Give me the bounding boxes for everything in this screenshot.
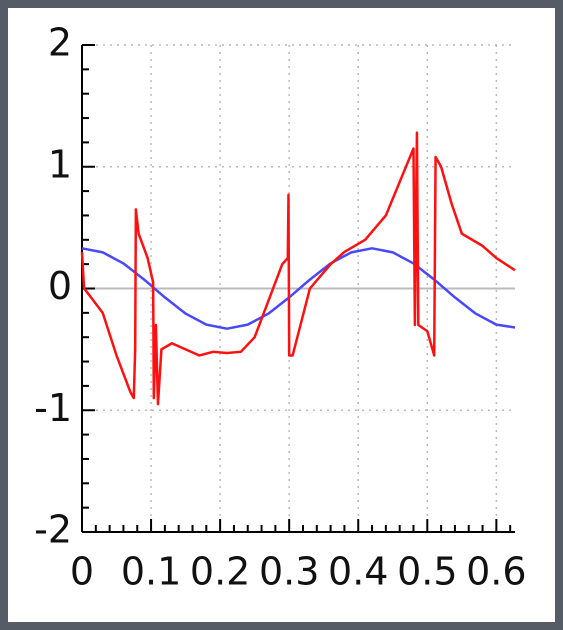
x-tick-label: 0 [70, 550, 94, 594]
y-tick-label: 1 [48, 142, 72, 186]
plot-background [8, 8, 555, 622]
y-tick-label: -2 [34, 508, 72, 552]
x-tick-label: 0.2 [190, 550, 250, 594]
y-tick-label: 0 [48, 264, 72, 308]
y-tick-label: 2 [48, 21, 72, 65]
y-tick-label: -1 [34, 386, 72, 430]
series-line [81, 247, 516, 330]
x-tick-label: 0.1 [121, 550, 181, 594]
x-tick-label: 0.3 [259, 550, 319, 594]
series-line [80, 131, 516, 406]
x-tick-label: 0.6 [466, 550, 526, 594]
x-tick-label: 0.4 [328, 550, 388, 594]
x-tick-label: 0.5 [397, 550, 457, 594]
